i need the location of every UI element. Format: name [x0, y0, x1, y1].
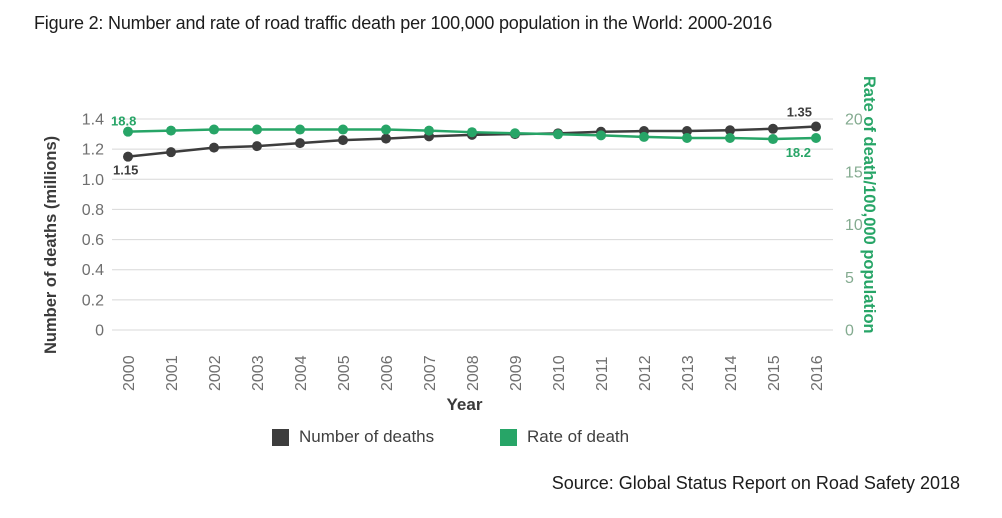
data-point-label: 18.2 — [786, 145, 811, 160]
gridlines — [112, 118, 833, 331]
data-point — [123, 126, 133, 137]
x-axis-tick-label: 2004 — [293, 355, 310, 391]
data-point — [725, 132, 735, 143]
x-axis-tick-label: 2001 — [164, 355, 181, 391]
data-point — [682, 126, 692, 137]
data-point — [381, 133, 391, 144]
x-axis-tick-label: 2007 — [422, 355, 439, 391]
data-point — [553, 129, 563, 140]
data-point-label: 18.8 — [111, 114, 136, 129]
x-axis-tick-label: 2014 — [723, 355, 740, 391]
x-axis-tick-label: 2002 — [207, 355, 224, 391]
data-point — [166, 147, 176, 158]
data-point — [252, 141, 262, 152]
x-axis-tick-label: 2016 — [809, 355, 826, 391]
data-point — [381, 124, 391, 135]
left-axis-tick-label: 0.6 — [82, 232, 104, 249]
x-axis-tick-label: 2005 — [336, 355, 353, 391]
x-axis-tick-label: 2006 — [379, 355, 396, 391]
right-axis-title: Rate of death/100,000 population — [860, 76, 878, 334]
data-point — [338, 124, 348, 135]
x-axis-title: Year — [446, 395, 483, 414]
legend-label-number-of-deaths: Number of deaths — [299, 427, 435, 446]
right-axis-tick-label: 15 — [845, 164, 863, 181]
data-point — [768, 134, 778, 145]
data-point-label: 1.15 — [113, 163, 138, 178]
data-point — [682, 132, 692, 143]
data-point — [639, 131, 649, 142]
left-axis-tick-label: 0.4 — [82, 262, 104, 279]
data-point — [338, 135, 348, 146]
x-axis-tick-label: 2011 — [594, 356, 611, 391]
data-point-label: 1.35 — [787, 105, 812, 120]
left-axis-tick-label: 1.2 — [82, 142, 104, 159]
left-axis-title: Number of deaths (millions) — [42, 136, 60, 354]
data-point — [596, 130, 606, 141]
data-point — [467, 127, 477, 138]
data-point — [209, 124, 219, 135]
x-axis-tick-label: 2013 — [680, 355, 697, 391]
left-axis-tick-label: 0.2 — [82, 292, 104, 309]
left-axis-tick-label: 1.4 — [82, 112, 104, 129]
data-point — [510, 128, 520, 139]
axis-tick-labels: 0 0.2 0.4 0.6 0.8 1.0 1.2 1.4 0 5 10 15 20 2000 2001 20… — [82, 112, 863, 392]
data-point — [166, 125, 176, 136]
legend-swatch-rate-of-death — [500, 428, 517, 446]
data-point — [252, 124, 262, 135]
x-axis-tick-label: 2015 — [766, 355, 783, 391]
right-axis-tick-label: 10 — [845, 217, 863, 234]
legend-item-number-of-deaths: Number of deaths — [272, 427, 434, 447]
data-point — [811, 132, 821, 143]
right-axis-tick-label: 20 — [845, 112, 863, 129]
legend-label-rate-of-death: Rate of death — [527, 427, 630, 446]
x-axis-tick-label: 2003 — [250, 355, 267, 391]
data-point — [725, 125, 735, 136]
point-annotations: 18.8 1.15 1.35 18.2 — [111, 105, 812, 178]
left-axis-tick-label: 0 — [95, 323, 104, 340]
data-point — [295, 124, 305, 135]
x-axis-tick-label: 2009 — [508, 355, 525, 391]
x-axis-tick-label: 2012 — [637, 355, 654, 391]
legend-item-rate-of-death: Rate of death — [500, 427, 629, 447]
data-point — [295, 138, 305, 149]
x-axis-tick-label: 2000 — [121, 355, 138, 391]
figure-title: Figure 2: Number and rate of road traffi… — [34, 13, 773, 33]
data-point — [768, 123, 778, 134]
right-axis-tick-label: 0 — [845, 323, 854, 340]
left-axis-tick-label: 0.8 — [82, 202, 104, 219]
x-axis-tick-label: 2008 — [465, 355, 482, 391]
source-note: Source: Global Status Report on Road Saf… — [551, 473, 960, 493]
data-point — [209, 142, 219, 153]
data-point — [123, 151, 133, 162]
x-axis-tick-label: 2010 — [551, 355, 568, 391]
left-axis-tick-label: 1.0 — [82, 172, 104, 189]
data-point — [424, 125, 434, 136]
data-point — [811, 121, 821, 132]
series-lines — [123, 121, 821, 162]
legend-swatch-number-of-deaths — [272, 428, 289, 446]
right-axis-tick-label: 5 — [845, 270, 854, 287]
